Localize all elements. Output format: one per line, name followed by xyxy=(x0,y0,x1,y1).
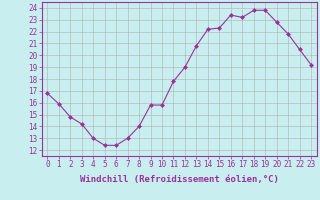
X-axis label: Windchill (Refroidissement éolien,°C): Windchill (Refroidissement éolien,°C) xyxy=(80,175,279,184)
